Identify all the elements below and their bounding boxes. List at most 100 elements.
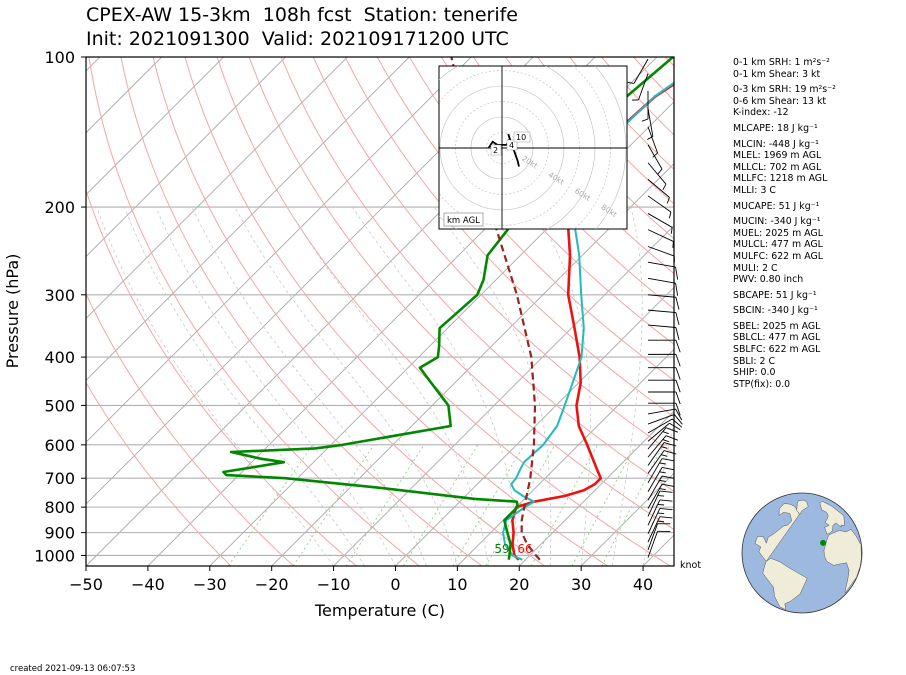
barb-flag (661, 458, 675, 462)
wind-barb (627, 58, 649, 84)
isotherm (580, 472, 674, 566)
wind-barb (647, 246, 675, 263)
barb-shaft (647, 179, 670, 198)
barb-shaft (647, 213, 673, 228)
isotherm (86, 57, 286, 258)
x-tick-label: 0 (390, 575, 400, 594)
x-tick-label: 40 (633, 575, 653, 594)
barb-half-flag (657, 504, 665, 506)
index-line: MLLI: 3 C (733, 184, 776, 196)
wind-barb (647, 427, 679, 450)
dry-adiabat (344, 57, 674, 418)
moist-adiabat (351, 206, 520, 566)
wind-barb (647, 516, 673, 543)
barb-flag (675, 380, 681, 393)
barb-flag (675, 367, 681, 380)
wind-barb (647, 414, 683, 425)
wind-barb (648, 339, 681, 353)
wind-barb (647, 467, 675, 492)
wind-barb (647, 108, 654, 140)
barb-shaft (647, 418, 673, 434)
x-tick-label: 10 (447, 575, 467, 594)
barb-half-flag (657, 512, 665, 514)
barb-shaft (647, 108, 654, 137)
index-line: MLLCL: 702 m AGL (733, 161, 822, 173)
globe-land (754, 499, 862, 611)
dry-adiabat (472, 57, 674, 275)
barb-half-flag (662, 183, 667, 191)
barb-half-flag (662, 431, 669, 435)
y-tick-label: 500 (44, 396, 75, 415)
index-line: SBCAPE: 51 J kg⁻¹ (733, 289, 817, 301)
barb-flag (659, 499, 673, 502)
moist-adiabat (96, 206, 334, 566)
barb-flag (659, 490, 673, 493)
barb-shaft (647, 277, 676, 284)
wind-barb (647, 162, 667, 191)
barb-flag (675, 312, 680, 326)
moist-adiabat (286, 206, 489, 566)
moist-adiabat (191, 206, 427, 566)
index-line: SHIP: 0.0 (733, 367, 776, 379)
barb-shaft (633, 58, 649, 84)
barb-flag (661, 475, 675, 479)
x-tick-label: −10 (317, 575, 351, 594)
barb-flag (663, 442, 677, 447)
wind-barb (647, 422, 681, 442)
barb-shaft (647, 324, 676, 328)
series-parcel-line (450, 57, 541, 561)
index-line: MULI: 2 C (733, 262, 778, 274)
wind-barb (647, 499, 673, 526)
hodograph-height-box (506, 139, 518, 151)
moist-adiabat (433, 206, 552, 566)
index-line: MUEL: 2025 m AGL (733, 227, 823, 239)
y-axis-label: Pressure (hPa) (3, 254, 22, 369)
barb-half-flag (672, 241, 674, 248)
barb-shaft (647, 261, 676, 268)
isotherm (271, 162, 674, 566)
barb-half-flag (657, 520, 665, 523)
wind-barb (647, 309, 680, 326)
mixing-ratio-line (485, 444, 556, 566)
moist-adiabat (234, 206, 458, 566)
barb-flag (665, 427, 679, 433)
dry-adiabat (86, 292, 295, 566)
index-line: SBCIN: -340 J kg⁻¹ (733, 305, 818, 317)
barb-half-flag (662, 439, 669, 443)
wind-barb (647, 179, 670, 204)
index-line: STP(fix): 0.0 (733, 378, 791, 390)
dry-adiabat (86, 381, 232, 566)
mixing-ratio-line (228, 444, 314, 566)
dry-adiabat (248, 57, 674, 531)
barb-half-flag (657, 168, 663, 175)
isotherm (457, 348, 674, 566)
isotherm (395, 286, 674, 566)
dry-adiabat (184, 57, 608, 566)
index-line: SBEL: 2025 m AGL (733, 320, 821, 332)
wind-barb (647, 229, 674, 248)
wind-barb (647, 490, 673, 517)
y-tick-label: 300 (44, 286, 75, 305)
index-line: SBLFC: 622 m AGL (733, 344, 821, 356)
barb-flag (675, 266, 679, 280)
globe-continent (823, 529, 862, 594)
y-tick-label: 800 (44, 498, 75, 517)
index-line: MULFC: 622 m AGL (733, 250, 823, 262)
barb-flag (671, 418, 683, 428)
wind-barb (647, 442, 677, 466)
index-line: SBLI: 2 C (733, 355, 775, 367)
barb-flag (675, 327, 680, 340)
wind-barb (648, 353, 681, 367)
mixing-ratio-line (403, 444, 479, 566)
series-temperature-line (511, 82, 674, 561)
dry-adiabat (86, 188, 357, 566)
dry-adiabat (216, 57, 671, 566)
y-tick-label: 400 (44, 348, 75, 367)
mixing-ratio-line (345, 444, 425, 566)
hodograph-trace (487, 133, 520, 167)
mixing-ratio-line (452, 444, 525, 566)
dry-adiabat (152, 57, 546, 566)
dry-adiabat (376, 57, 674, 381)
y-tick-label: 100 (44, 48, 75, 67)
